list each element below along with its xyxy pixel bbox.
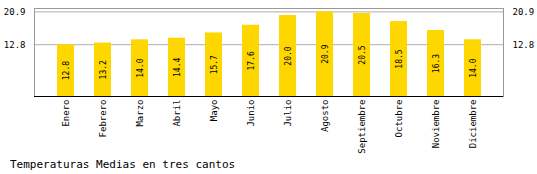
svg-text:14.0: 14.0 — [136, 58, 145, 77]
svg-text:14.0: 14.0 — [469, 58, 478, 77]
svg-text:13.2: 13.2 — [99, 60, 108, 79]
svg-text:Abril: Abril — [172, 100, 182, 127]
svg-text:Noviembre: Noviembre — [431, 100, 441, 149]
svg-text:Junio: Junio — [246, 100, 256, 127]
svg-text:15.7: 15.7 — [210, 55, 219, 74]
html-text:Temperaturas Medias en tres ca: Temperaturas Medias en tres cantos — [10, 158, 236, 171]
svg-text:20.5: 20.5 — [358, 45, 367, 64]
svg-text:Diciembre: Diciembre — [468, 100, 478, 149]
svg-text:Febrero: Febrero — [98, 100, 108, 138]
svg-text:20.9: 20.9 — [4, 7, 26, 17]
svg-text:20.9: 20.9 — [513, 7, 535, 17]
svg-text:12.8: 12.8 — [513, 40, 535, 50]
svg-text:16.3: 16.3 — [432, 54, 441, 73]
svg-text:12.8: 12.8 — [62, 61, 71, 80]
svg-text:Enero: Enero — [61, 100, 71, 127]
svg-text:20.9: 20.9 — [321, 44, 330, 63]
svg-text:Agosto: Agosto — [320, 100, 330, 133]
svg-text:14.4: 14.4 — [173, 58, 182, 77]
svg-text:Octubre: Octubre — [394, 100, 404, 138]
svg-text:12.8: 12.8 — [4, 40, 26, 50]
svg-text:18.5: 18.5 — [395, 49, 404, 68]
svg-text:17.6: 17.6 — [247, 51, 256, 70]
svg-text:Septiembre: Septiembre — [357, 100, 367, 154]
svg-text:20.0: 20.0 — [284, 46, 293, 65]
svg-text:Julio: Julio — [283, 100, 293, 127]
svg-text:Mayo: Mayo — [209, 100, 219, 122]
svg-text:Marzo: Marzo — [135, 100, 145, 127]
